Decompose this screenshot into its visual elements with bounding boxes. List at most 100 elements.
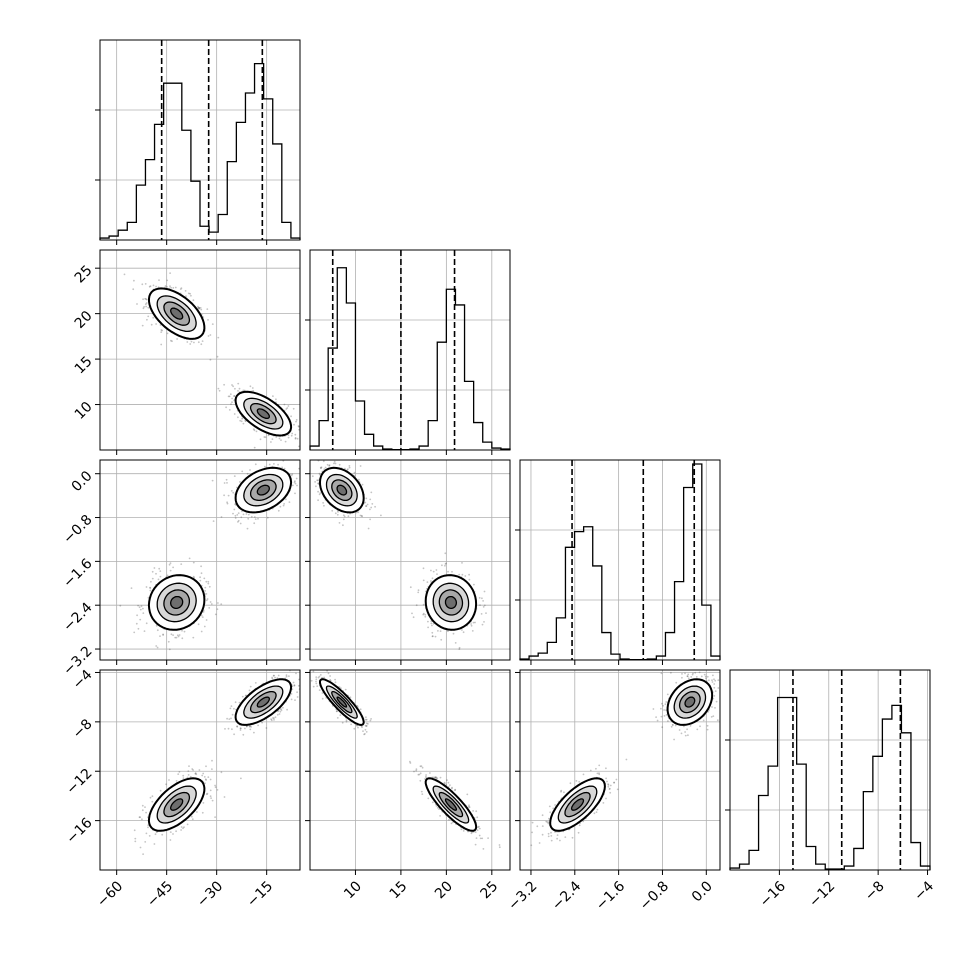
sample-point bbox=[184, 290, 187, 292]
sample-point bbox=[170, 633, 173, 636]
sample-point bbox=[174, 636, 177, 639]
sample-point bbox=[272, 395, 274, 397]
sample-point bbox=[186, 776, 189, 779]
sample-point bbox=[151, 800, 154, 803]
sample-point bbox=[317, 676, 320, 679]
sample-point bbox=[271, 677, 274, 680]
sample-point bbox=[180, 563, 183, 565]
sample-point bbox=[185, 295, 187, 297]
sample-point bbox=[331, 509, 334, 512]
sample-point bbox=[119, 604, 122, 607]
sample-point bbox=[141, 804, 144, 807]
sample-point bbox=[200, 614, 203, 617]
sample-point bbox=[190, 815, 193, 818]
sample-point bbox=[324, 466, 327, 469]
sample-point bbox=[227, 494, 230, 497]
sample-point bbox=[468, 578, 471, 581]
sample-point bbox=[329, 675, 331, 677]
sample-point bbox=[231, 384, 233, 386]
sample-point bbox=[151, 795, 154, 798]
sample-point bbox=[166, 574, 169, 577]
sample-point bbox=[133, 279, 135, 282]
sample-point bbox=[144, 283, 147, 285]
sample-point bbox=[152, 316, 155, 319]
sample-point bbox=[133, 631, 136, 634]
sample-point bbox=[188, 557, 191, 560]
sample-point bbox=[237, 382, 240, 385]
sample-point bbox=[482, 600, 484, 602]
sample-point bbox=[211, 759, 213, 762]
sample-point bbox=[421, 766, 424, 769]
sample-point bbox=[146, 318, 148, 321]
sample-point bbox=[135, 622, 138, 625]
sample-point bbox=[273, 463, 275, 465]
sample-point bbox=[169, 285, 171, 288]
sample-point bbox=[200, 630, 203, 633]
sample-point bbox=[409, 760, 411, 763]
sample-point bbox=[233, 508, 236, 511]
sample-point bbox=[474, 831, 477, 833]
sample-point bbox=[214, 613, 217, 616]
sample-point bbox=[182, 774, 185, 777]
sample-point bbox=[296, 696, 299, 698]
sample-point bbox=[462, 631, 465, 634]
sample-point bbox=[285, 408, 288, 410]
sample-point bbox=[370, 506, 373, 509]
sample-point bbox=[328, 464, 331, 467]
sample-point bbox=[370, 491, 373, 494]
sample-point bbox=[198, 769, 201, 771]
sample-point bbox=[192, 561, 195, 564]
sample-point bbox=[209, 358, 212, 361]
sample-point bbox=[365, 731, 368, 733]
sample-point bbox=[342, 518, 345, 521]
sample-point bbox=[296, 484, 298, 487]
sample-point bbox=[340, 687, 342, 689]
sample-point bbox=[317, 482, 320, 485]
sample-point bbox=[232, 385, 235, 388]
sample-point bbox=[211, 479, 214, 482]
sample-point bbox=[336, 710, 338, 713]
sample-point bbox=[229, 707, 232, 710]
sample-point bbox=[322, 460, 325, 463]
sample-point bbox=[155, 624, 158, 627]
sample-point bbox=[234, 514, 237, 517]
sample-point bbox=[431, 624, 433, 627]
sample-point bbox=[316, 685, 319, 687]
sample-point bbox=[271, 676, 273, 679]
sample-point bbox=[353, 727, 356, 730]
sample-point bbox=[189, 775, 192, 778]
sample-point bbox=[374, 505, 376, 508]
sample-point bbox=[290, 415, 292, 418]
sample-point bbox=[241, 695, 244, 698]
sample-point bbox=[295, 420, 297, 423]
sample-point bbox=[293, 684, 296, 687]
sample-point bbox=[233, 395, 236, 397]
sample-point bbox=[365, 716, 367, 719]
sample-point bbox=[295, 477, 298, 480]
sample-point bbox=[151, 577, 154, 580]
sample-point bbox=[487, 837, 489, 839]
sample-point bbox=[288, 675, 290, 677]
sample-point bbox=[237, 512, 240, 514]
sample-point bbox=[216, 355, 219, 358]
sample-point bbox=[304, 489, 306, 491]
sample-point bbox=[365, 497, 368, 500]
sample-point bbox=[297, 425, 300, 428]
sample-point bbox=[429, 772, 431, 774]
sample-point bbox=[473, 583, 475, 586]
density-contour bbox=[444, 595, 458, 610]
sample-point bbox=[123, 273, 126, 276]
sample-point bbox=[380, 514, 382, 517]
sample-point bbox=[333, 462, 335, 465]
sample-point bbox=[447, 781, 450, 784]
sample-point bbox=[283, 403, 286, 406]
sample-point bbox=[349, 696, 352, 699]
sample-point bbox=[166, 279, 169, 282]
sample-point bbox=[137, 604, 140, 607]
sample-point bbox=[233, 475, 236, 477]
sample-point bbox=[318, 472, 321, 475]
sample-point bbox=[431, 631, 434, 634]
sample-point bbox=[229, 393, 232, 396]
sample-point bbox=[155, 645, 158, 647]
panel-content bbox=[311, 460, 487, 650]
